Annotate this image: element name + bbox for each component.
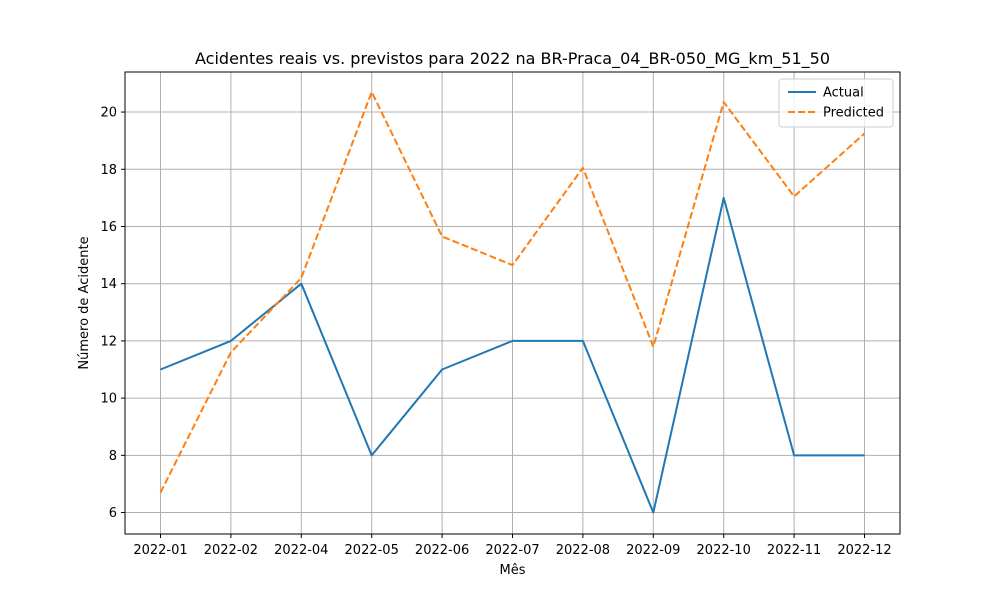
legend-label-actual: Actual [823, 86, 864, 101]
x-axis-label: Mês [500, 563, 526, 578]
x-tick-label: 2022-08 [556, 543, 610, 558]
x-tick-label: 2022-02 [204, 543, 258, 558]
y-tick-label: 12 [100, 334, 117, 349]
y-tick-label: 20 [100, 106, 117, 121]
y-tick-label: 10 [100, 392, 117, 407]
x-axis: 2022-01 2022-02 2022-04 2022-05 2022-06 2022-… [133, 534, 892, 558]
x-tick-label: 2022-05 [345, 543, 399, 558]
y-axis-label: Número de Acidente [77, 236, 92, 369]
y-tick-label: 16 [100, 220, 117, 235]
y-axis: 6 8 10 12 14 16 18 20 [100, 106, 125, 521]
y-tick-label: 8 [109, 449, 117, 464]
y-tick-label: 14 [100, 277, 117, 292]
legend: Actual Predicted [778, 78, 894, 128]
x-tick-label: 2022-11 [767, 543, 821, 558]
x-tick-label: 2022-04 [274, 543, 328, 558]
legend-label-predicted: Predicted [823, 106, 884, 121]
x-tick-label: 2022-06 [415, 543, 469, 558]
series-layer [159, 91, 866, 514]
chart-title: Acidentes reais vs. previstos para 2022 … [195, 49, 830, 69]
x-tick-label: 2022-09 [626, 543, 680, 558]
y-tick-label: 18 [100, 163, 117, 178]
x-tick-label: 2022-07 [485, 543, 539, 558]
series-line-predicted [159, 91, 866, 493]
y-tick-label: 6 [109, 506, 117, 521]
x-tick-label: 2022-10 [697, 543, 751, 558]
x-tick-label: 2022-01 [133, 543, 187, 558]
x-tick-label: 2022-12 [837, 543, 891, 558]
